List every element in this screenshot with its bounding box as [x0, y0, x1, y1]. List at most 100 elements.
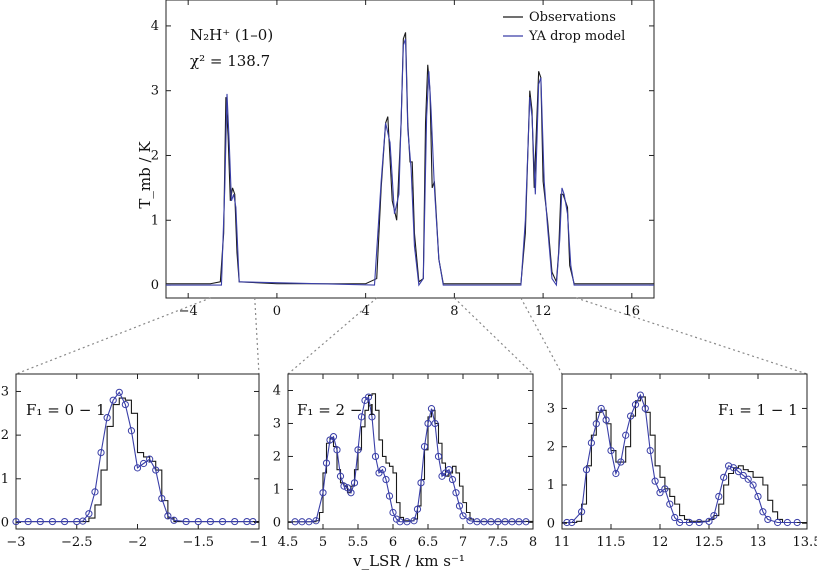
panel-1-model-marker — [298, 518, 306, 526]
zoom-connector-left — [15, 297, 211, 375]
panel-2-model-marker — [612, 469, 620, 478]
legend-model-label: YA drop model — [528, 29, 625, 44]
panel-1-model-marker — [336, 472, 345, 480]
panel-0-y-tick-label: 0 — [1, 515, 9, 530]
panel-1-model-marker — [424, 419, 432, 428]
panel-0-model-marker — [36, 517, 44, 526]
panel-2-model-marker — [695, 518, 703, 527]
panel-2-model-marker — [631, 401, 640, 409]
panel-2-model-marker — [685, 518, 694, 527]
panel-1-model-marker — [305, 518, 313, 526]
panel-0-model-marker — [109, 396, 117, 404]
panel-2-model-marker — [759, 508, 767, 516]
zoom-connector-left — [520, 297, 563, 375]
panel-1-model-marker — [413, 505, 422, 513]
zoom-panel-f1-2-1: 4.5 5 5.5 6 6.5 7 7.5 8 0 1 2 3 4 — [273, 373, 537, 550]
panel-0-model-marker — [218, 517, 227, 526]
panel-2-model-marker — [676, 518, 684, 527]
panel-2-model-marker — [656, 489, 664, 497]
panel-2-model-marker — [587, 439, 596, 447]
zoom-connector-right — [453, 297, 534, 375]
panel-2-x-tick-label: 12.5 — [695, 535, 724, 550]
panel-0-model-marker — [79, 517, 87, 525]
panel-0-y-tick-label: 1 — [1, 472, 9, 487]
main-x-tick-label: 8 — [450, 304, 458, 319]
panel-0-model-marker — [231, 517, 239, 526]
zoom-panel-f1-0-1: −3 −2.5 −2 −1.5 −1 0 1 2 3 — [1, 373, 269, 550]
panel-2-model-marker — [582, 466, 591, 474]
main-y-axis-label: T_mb / K — [136, 141, 154, 209]
panel-0-model-marker — [146, 455, 154, 463]
panel-0-obs-line — [16, 397, 259, 523]
panel-0-model-marker — [127, 427, 136, 435]
panel-0-model-line — [16, 391, 253, 523]
panel-1-x-tick-label: 6 — [389, 535, 397, 550]
panel-1-obs-line — [288, 393, 534, 523]
panel-2-model-marker — [729, 464, 738, 472]
panel-0-model-marker — [115, 388, 123, 396]
panel-1-x-tick-label: 7 — [459, 535, 467, 550]
panel-1-model-marker — [455, 502, 464, 510]
panel-0-model-marker — [103, 414, 111, 422]
panel-2-model-marker — [568, 518, 576, 527]
panel-2-model-marker — [749, 481, 757, 489]
panel-2-x-tick-label: 11 — [554, 535, 571, 550]
panel-1-label: F₁ = 2 − 1 — [297, 401, 377, 419]
panel-2-x-tick-label: 11.5 — [597, 535, 626, 550]
panel-0-model-marker — [61, 517, 69, 526]
panel-0-model-marker — [97, 448, 105, 457]
main-x-tick-label: 0 — [273, 304, 281, 319]
panel-1-model-marker — [508, 518, 516, 526]
panel-2-model-marker — [739, 471, 747, 480]
panel-1-model-marker — [333, 446, 341, 454]
panel-2-y-tick-label: 3 — [547, 401, 555, 416]
panel-2-model-marker — [710, 512, 718, 520]
panel-0-y-tick-label: 2 — [1, 428, 9, 443]
panel-0-model-marker — [194, 517, 202, 526]
panel-1-model-marker — [466, 517, 474, 525]
panel-1-model-marker — [473, 518, 481, 526]
panel-1-model-marker — [343, 484, 352, 492]
panel-0-y-tick-label: 3 — [1, 384, 9, 399]
panel-1-model-marker — [420, 442, 429, 451]
panel-1-model-marker — [403, 518, 411, 526]
panel-2-model-marker — [764, 515, 772, 524]
panel-1-model-marker — [480, 518, 488, 526]
panel-2-model-marker — [578, 508, 586, 516]
panel-2-model-marker — [754, 492, 762, 501]
panel-1-model-marker — [427, 405, 436, 413]
panel-1-model-marker — [364, 393, 373, 401]
panel-2-y-tick-label: 2 — [547, 440, 555, 455]
panel-1-frame — [287, 373, 534, 530]
panel-1-model-marker — [410, 517, 418, 525]
panel-2-y-tick-label: 1 — [547, 478, 555, 493]
zoom-connector-right — [254, 297, 260, 375]
panel-1-model-marker — [347, 489, 355, 497]
panel-0-model-marker — [158, 494, 166, 503]
panel-1-x-tick-label: 4.5 — [278, 535, 299, 550]
main-annotation-line1: N₂H⁺ (1–0) — [190, 26, 273, 44]
panel-0-model-marker — [182, 517, 190, 526]
panel-2-model-marker — [651, 477, 659, 485]
panel-2-model-marker — [627, 412, 635, 420]
panel-1-model-marker — [396, 518, 404, 526]
panel-2-model-marker — [646, 446, 654, 455]
panel-1-model-marker — [368, 413, 376, 421]
panel-2-model-marker — [734, 467, 743, 476]
main-y-tick-label: 4 — [151, 19, 159, 34]
panel-2-model-marker — [602, 416, 610, 424]
panel-1-model-marker — [389, 508, 397, 517]
main-frame — [165, 0, 655, 299]
panel-1-model-line — [295, 395, 526, 523]
panel-2-model-marker — [725, 462, 733, 470]
panel-0-x-tick-label: −2.5 — [61, 535, 93, 550]
panel-0-model-marker — [85, 510, 93, 518]
panel-1-model-marker — [487, 518, 495, 526]
panel-1-model-marker — [329, 433, 338, 441]
panel-1-y-tick-label: 0 — [273, 515, 281, 530]
panel-2-model-marker — [641, 404, 649, 413]
panel-1-model-marker — [385, 492, 394, 500]
main-y-tick-label: 1 — [151, 213, 159, 228]
panel-1-model-marker — [445, 466, 453, 474]
